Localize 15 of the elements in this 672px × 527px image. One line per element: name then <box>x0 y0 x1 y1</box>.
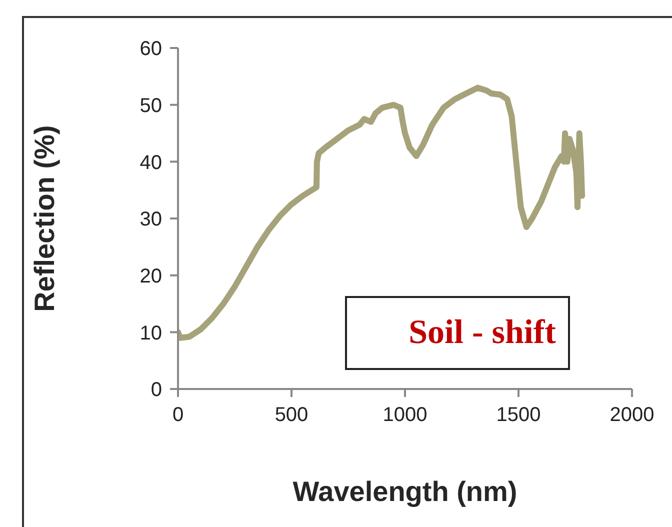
y-tick-label: 40 <box>140 152 162 174</box>
y-axis-title: Reflection (%) <box>28 125 60 312</box>
y-tick-label: 20 <box>140 265 162 288</box>
y-tick-label: 30 <box>140 208 162 231</box>
y-tick-label: 60 <box>140 38 162 60</box>
annotation: Soil - shift <box>345 296 570 370</box>
x-tick-label: 0 <box>172 404 184 426</box>
x-tick-label: 2000 <box>610 404 654 426</box>
y-tick-label: 50 <box>140 94 162 117</box>
x-tick-label: 1500 <box>496 404 541 426</box>
y-tick-label: 10 <box>140 322 162 344</box>
x-tick-label: 1000 <box>382 404 428 426</box>
y-tick-label: 0 <box>150 379 162 402</box>
x-tick-label: 500 <box>274 404 308 426</box>
x-axis-title: Wavelength (nm) <box>292 476 518 507</box>
